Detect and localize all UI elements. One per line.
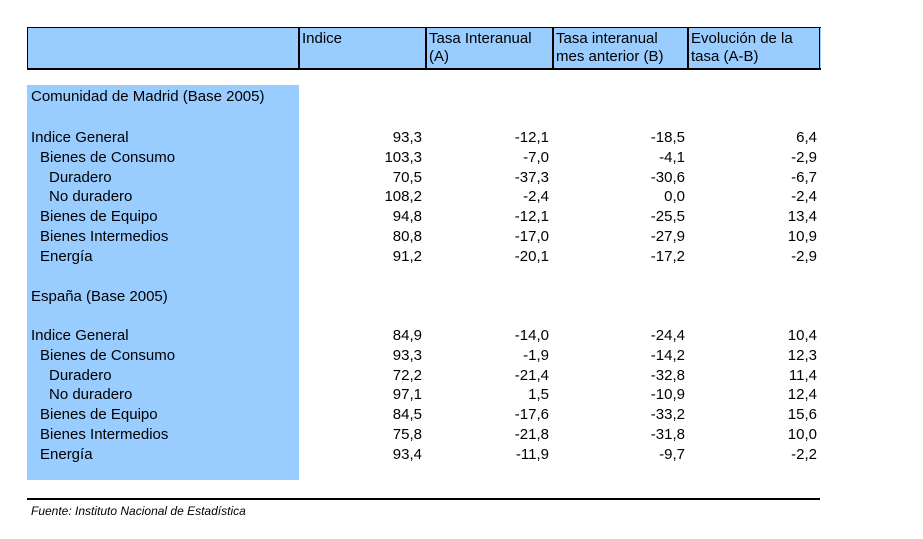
row-label: Bienes de Consumo	[40, 149, 176, 166]
table-row: No duradero 108,2 -2,4 0,0 -2,4	[0, 188, 923, 208]
header-cell-indice: Indice	[299, 28, 426, 68]
cell-tasa-mes-anterior: -24,4	[650, 327, 685, 344]
table-row: Indice General 84,9 -14,0 -24,4 10,4	[0, 327, 923, 347]
row-label: Energía	[40, 248, 93, 265]
cell-tasa-mes-anterior: -25,5	[650, 208, 685, 225]
row-label: Energía	[40, 446, 93, 463]
table-row: No duradero 97,1 1,5 -10,9 12,4	[0, 386, 923, 406]
cell-tasa-mes-anterior: -10,9	[650, 386, 685, 403]
row-label: Bienes de Equipo	[40, 208, 158, 225]
cell-indice: 80,8	[392, 228, 422, 245]
cell-evolucion: 13,4	[787, 208, 817, 225]
cell-tasa-interanual: -17,0	[514, 228, 549, 245]
table-row: Bienes de Consumo 93,3 -1,9 -14,2 12,3	[0, 347, 923, 367]
table-row: Energía 91,2 -20,1 -17,2 -2,9	[0, 248, 923, 268]
cell-tasa-interanual: -37,3	[514, 169, 549, 186]
header-cell-tasa-mes-anterior: Tasa interanual mes anterior (B)	[553, 28, 688, 68]
cell-evolucion: 15,6	[787, 406, 817, 423]
row-label: Bienes Intermedios	[40, 426, 169, 443]
table-header: Indice Tasa Interanual (A) Tasa interanu…	[27, 27, 821, 70]
cell-tasa-mes-anterior: -33,2	[650, 406, 685, 423]
cell-tasa-interanual: -12,1	[514, 208, 549, 225]
row-label: Indice General	[31, 129, 129, 146]
table-row: Bienes de Consumo 103,3 -7,0 -4,1 -2,9	[0, 149, 923, 169]
cell-tasa-interanual: -11,9	[515, 446, 549, 463]
cell-tasa-interanual: -21,4	[514, 367, 549, 384]
cell-evolucion: -2,4	[791, 188, 817, 205]
table-row: Duradero 70,5 -37,3 -30,6 -6,7	[0, 169, 923, 189]
cell-tasa-interanual: 1,5	[528, 386, 549, 403]
cell-indice: 94,8	[392, 208, 422, 225]
cell-indice: 93,4	[392, 446, 422, 463]
cell-tasa-mes-anterior: 0,0	[664, 188, 685, 205]
header-cell-evolucion: Evolución de la tasa (A-B)	[688, 28, 820, 68]
row-label: Bienes de Equipo	[40, 406, 158, 423]
cell-tasa-mes-anterior: -32,8	[650, 367, 685, 384]
cell-evolucion: -2,9	[791, 149, 817, 166]
row-label: Duradero	[49, 367, 112, 384]
row-label: Duradero	[49, 169, 112, 186]
cell-indice: 93,3	[392, 129, 422, 146]
table-row: Bienes de Equipo 94,8 -12,1 -25,5 13,4	[0, 208, 923, 228]
cell-evolucion: 10,0	[787, 426, 817, 443]
cell-indice: 72,2	[392, 367, 422, 384]
cell-indice: 97,1	[392, 386, 422, 403]
section-title-madrid: Comunidad de Madrid (Base 2005)	[31, 88, 265, 105]
cell-tasa-mes-anterior: -4,1	[659, 149, 685, 166]
cell-evolucion: 12,4	[787, 386, 817, 403]
cell-indice: 84,9	[392, 327, 422, 344]
cell-tasa-interanual: -2,4	[523, 188, 549, 205]
cell-tasa-mes-anterior: -17,2	[650, 248, 685, 265]
cell-indice: 108,2	[384, 188, 422, 205]
row-label: No duradero	[49, 386, 133, 403]
cell-tasa-interanual: -17,6	[514, 406, 549, 423]
section-title-espana: España (Base 2005)	[31, 288, 168, 305]
cell-evolucion: 11,4	[788, 367, 817, 384]
cell-evolucion: 6,4	[796, 129, 817, 146]
cell-tasa-mes-anterior: -31,8	[650, 426, 685, 443]
table-row: Bienes Intermedios 80,8 -17,0 -27,9 10,9	[0, 228, 923, 248]
cell-indice: 84,5	[392, 406, 422, 423]
table-row: Bienes Intermedios 75,8 -21,8 -31,8 10,0	[0, 426, 923, 446]
cell-tasa-interanual: -1,9	[523, 347, 549, 364]
header-cell-tasa-interanual: Tasa Interanual (A)	[426, 28, 553, 68]
cell-tasa-mes-anterior: -27,9	[650, 228, 685, 245]
table-row: Bienes de Equipo 84,5 -17,6 -33,2 15,6	[0, 406, 923, 426]
cell-evolucion: -2,2	[791, 446, 817, 463]
row-label: Bienes Intermedios	[40, 228, 169, 245]
row-label: Bienes de Consumo	[40, 347, 176, 364]
cell-evolucion: -6,7	[791, 169, 817, 186]
cell-evolucion: -2,9	[791, 248, 817, 265]
cell-tasa-interanual: -7,0	[523, 149, 549, 166]
cell-tasa-interanual: -14,0	[514, 327, 549, 344]
table-row: Duradero 72,2 -21,4 -32,8 11,4	[0, 367, 923, 387]
cell-evolucion: 12,3	[787, 347, 817, 364]
label-column-background	[27, 85, 299, 480]
cell-indice: 93,3	[392, 347, 422, 364]
footer-rule	[27, 498, 820, 500]
cell-tasa-mes-anterior: -30,6	[650, 169, 685, 186]
cell-tasa-mes-anterior: -9,7	[659, 446, 685, 463]
source-note: Fuente: Instituto Nacional de Estadístic…	[31, 504, 246, 518]
cell-evolucion: 10,4	[787, 327, 817, 344]
cell-indice: 70,5	[392, 169, 422, 186]
row-label: Indice General	[31, 327, 129, 344]
cell-tasa-interanual: -20,1	[514, 248, 549, 265]
header-cell-label	[28, 28, 299, 68]
cell-tasa-interanual: -21,8	[514, 426, 549, 443]
table-row: Indice General 93,3 -12,1 -18,5 6,4	[0, 129, 923, 149]
cell-tasa-mes-anterior: -18,5	[650, 129, 685, 146]
cell-indice: 91,2	[392, 248, 422, 265]
row-label: No duradero	[49, 188, 133, 205]
table-row: Energía 93,4 -11,9 -9,7 -2,2	[0, 446, 923, 466]
cell-evolucion: 10,9	[787, 228, 817, 245]
cell-indice: 103,3	[384, 149, 422, 166]
cell-indice: 75,8	[392, 426, 422, 443]
cell-tasa-interanual: -12,1	[514, 129, 549, 146]
cell-tasa-mes-anterior: -14,2	[650, 347, 685, 364]
